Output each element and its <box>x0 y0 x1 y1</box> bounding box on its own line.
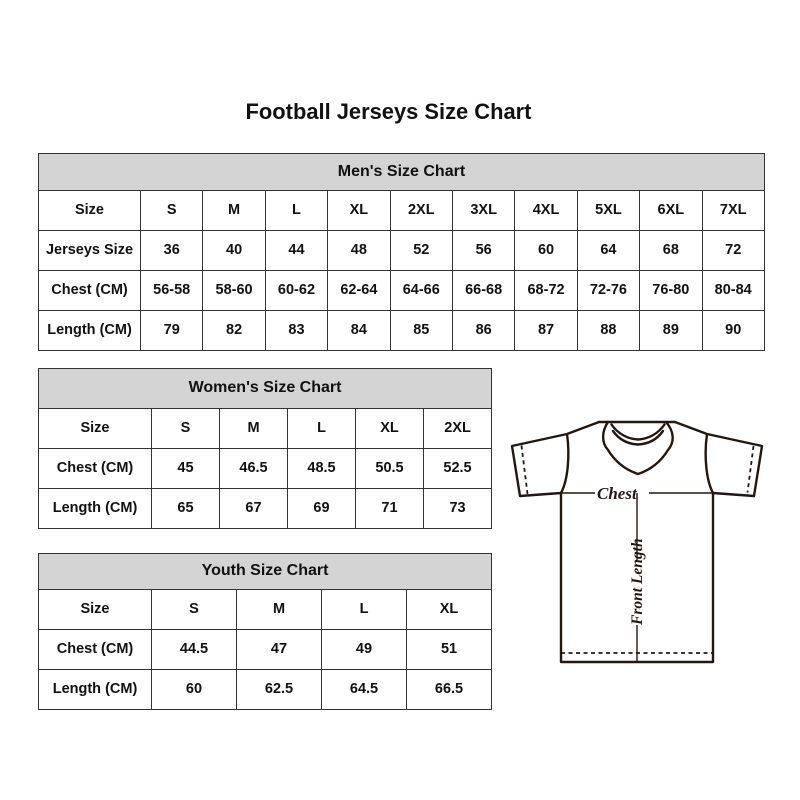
svg-text:Front Length: Front Length <box>629 538 646 626</box>
svg-text:Chest: Chest <box>597 484 638 503</box>
